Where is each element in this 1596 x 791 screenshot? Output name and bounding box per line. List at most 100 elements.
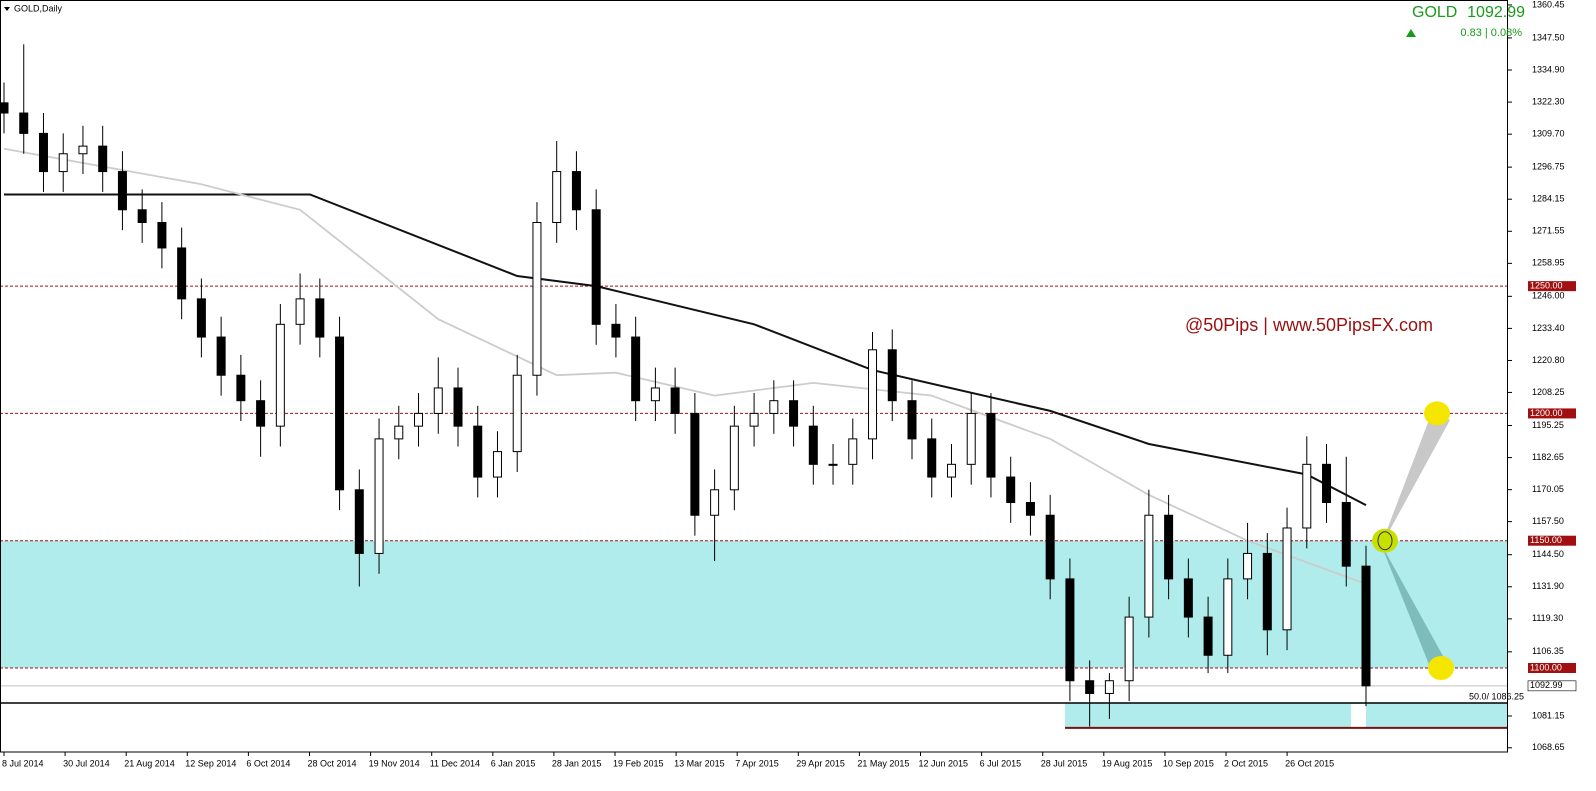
bid-tag [1527,680,1577,692]
bid-label: 1092.99 [1530,680,1563,690]
candle-body [1006,476,1016,504]
x-tick-label: 6 Jul 2015 [980,758,1022,768]
x-tick-label: 12 Sep 2014 [185,758,236,768]
candle-body [453,387,463,427]
target-ring [1377,531,1393,551]
candle-body [38,132,48,173]
x-tick-label: 7 Apr 2015 [735,758,779,768]
candle-body [611,323,621,338]
candle-body [1282,527,1292,631]
x-tick-label: 30 Jul 2014 [63,758,110,768]
x-tick-label: 21 May 2015 [857,758,909,768]
level-tag [1528,662,1576,673]
x-tick-label: 10 Sep 2015 [1163,758,1214,768]
candle-body [216,336,226,376]
candle-body [295,298,305,325]
x-tick-label: 6 Oct 2014 [246,758,290,768]
candle-body [1243,552,1253,580]
candle-body [828,463,838,466]
box-gap [1351,703,1366,728]
x-tick-label: 26 Oct 2015 [1285,758,1334,768]
target-marker [1372,528,1398,553]
candle-body [749,412,759,427]
y-tick-label: 1119.30 [1532,613,1563,623]
candle-body [1183,578,1193,618]
candle-body [1104,680,1114,694]
y-tick-label: 1296.75 [1532,162,1565,172]
quote-price: 1092.99 [1467,4,1525,21]
candle-body [1025,502,1035,516]
quote-symbol: GOLD [1412,4,1457,21]
x-tick-label: 19 Nov 2014 [369,758,420,768]
target-marker [1428,655,1454,680]
candle-body [414,412,424,427]
level-label: 1150.00 [1530,535,1562,545]
candle-body [117,171,127,211]
quote-change: 0.83 | 0.08% [1460,27,1522,39]
plot-frame [0,0,1508,753]
support-zone [0,540,1508,668]
moving-average [4,193,1367,506]
fib-label: 50.0/ 1086.25 [1469,691,1524,701]
chart-title: GOLD,Daily [14,3,63,13]
candle-body [907,400,917,440]
y-tick-label: 1208.25 [1532,387,1565,397]
candle-body [1361,565,1371,687]
candle-body [492,451,502,478]
y-tick-label: 1182.65 [1532,452,1564,462]
x-tick-label: 8 Jul 2014 [2,758,44,768]
candle-body [58,153,68,173]
candle-body [808,425,818,465]
x-tick-label: 21 Aug 2014 [124,758,175,768]
candle-body [710,489,720,516]
y-tick-label: 1170.05 [1532,484,1564,494]
candle-body [1223,578,1233,656]
candle-body [354,489,364,554]
y-tick-label: 1309.70 [1532,129,1565,139]
candle-body [1164,514,1174,580]
candle-body [236,374,246,402]
level-label: 1100.00 [1530,662,1562,672]
candle-body [1302,463,1312,529]
level-tag [1528,408,1576,419]
candle-body [631,336,641,402]
candle-body [0,102,9,114]
level-label: 1250.00 [1530,281,1563,291]
x-tick-label: 29 Apr 2015 [796,758,845,768]
y-tick-label: 1068.65 [1532,742,1565,752]
candle-body [275,323,285,427]
target-box [1065,702,1508,728]
candle-body [670,387,680,414]
candle-body [966,412,976,465]
projection-down [1380,542,1448,672]
candle-body [848,438,858,465]
y-tick-label: 1081.15 [1532,710,1565,720]
candle-body [315,298,325,338]
candle-body [591,209,601,325]
candle-body [1322,463,1332,504]
y-tick-label: 1258.95 [1532,258,1565,268]
candle-body [1262,552,1272,631]
y-tick-label: 1220.80 [1532,355,1565,365]
candle-body [1341,502,1351,567]
candle-body [157,221,167,249]
y-tick-label: 1271.55 [1532,226,1565,236]
candle-body [512,374,522,453]
candle-body [927,438,937,478]
zones [0,540,1508,729]
y-tick-label: 1347.50 [1532,32,1565,42]
candle-body [473,425,483,478]
candle-body [394,425,404,440]
candle-body [137,209,147,223]
x-tick-label: 6 Jan 2015 [491,758,536,768]
candle-body [196,298,206,338]
target-marker [1424,401,1450,426]
candle-body [98,145,108,173]
y-tick-label: 1157.50 [1532,516,1564,526]
candle-body [552,171,562,223]
y-tick-label: 1195.25 [1532,420,1564,430]
plot: 50.0/ 1086.25 [0,44,1524,727]
watermark: @50Pips | www.50PipsFX.com [1185,315,1433,335]
candle-body [532,221,542,376]
